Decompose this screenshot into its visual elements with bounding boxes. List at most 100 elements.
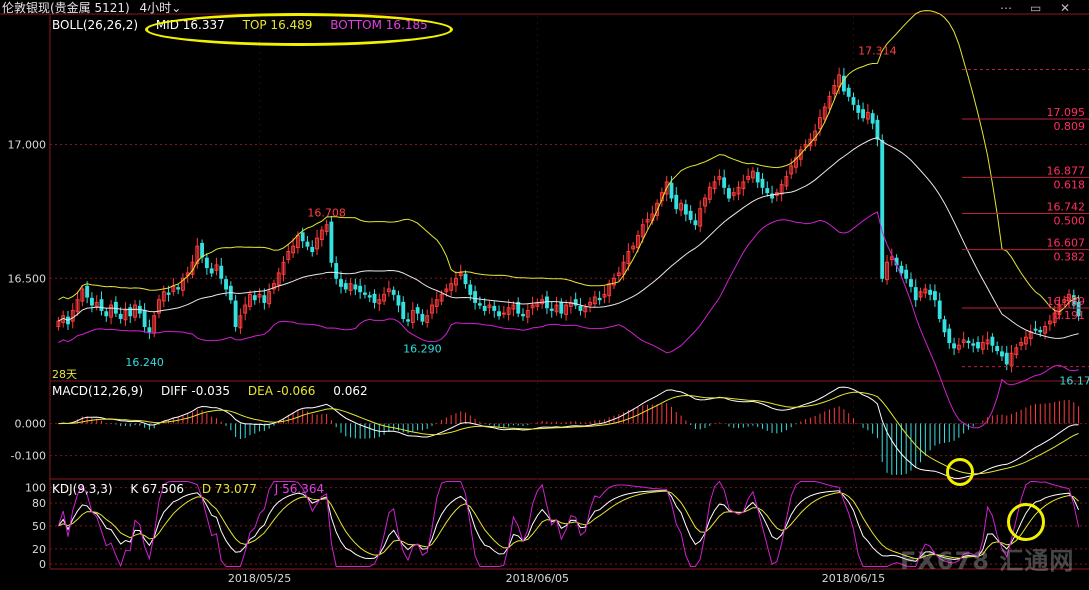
- candle-up: [410, 302, 415, 329]
- candle-up: [712, 175, 717, 194]
- candle-body: [501, 312, 506, 315]
- candle-body: [976, 342, 980, 349]
- candle-up: [434, 291, 439, 314]
- candle-body: [305, 241, 310, 247]
- candle-up: [530, 296, 535, 315]
- candle-body: [1019, 342, 1024, 346]
- candle-up: [109, 299, 114, 325]
- candle-body: [343, 283, 348, 290]
- candle-body: [846, 87, 851, 97]
- candle-body: [238, 315, 243, 329]
- candle-body: [1004, 352, 1009, 365]
- candle-down: [200, 239, 205, 264]
- candle-down: [219, 257, 224, 285]
- candle-up: [798, 145, 803, 167]
- candle-body: [487, 304, 492, 309]
- candle-body: [564, 304, 569, 315]
- candles-group: [56, 67, 1081, 373]
- period-selector[interactable]: 4小时⌄: [140, 1, 182, 15]
- candle-body: [904, 269, 909, 279]
- candle-down: [765, 181, 770, 197]
- candle-down: [846, 84, 851, 102]
- candle-body: [243, 304, 248, 314]
- candle-up: [123, 302, 128, 326]
- candle-down: [995, 341, 1000, 355]
- candle-body: [372, 293, 377, 303]
- kdj-label[interactable]: KDJ(9,3,3): [52, 482, 113, 496]
- candle-up: [698, 200, 703, 233]
- boll-label[interactable]: BOLL(26,26,2): [52, 18, 139, 32]
- period-label: 4小时: [139, 1, 172, 15]
- candle-body: [142, 309, 147, 327]
- candle-body: [770, 193, 774, 199]
- candle-up: [180, 273, 185, 297]
- candle-body: [118, 313, 123, 319]
- candle-body: [449, 283, 454, 291]
- kdj-k: K 67.506: [130, 482, 185, 496]
- candle-up: [717, 169, 722, 186]
- candle-body: [875, 119, 880, 140]
- candle-body: [281, 261, 286, 275]
- candle-down: [233, 294, 238, 332]
- candle-body: [990, 336, 995, 346]
- candle-body: [616, 272, 621, 277]
- candle-body: [794, 157, 798, 168]
- candle-down: [909, 272, 913, 293]
- candle-down: [990, 333, 995, 353]
- menu-icon[interactable]: ⋯: [1000, 1, 1012, 15]
- candle-up: [607, 279, 612, 303]
- macd-label[interactable]: MACD(12,26,9): [52, 384, 144, 398]
- macd-value: 0.062: [333, 384, 368, 398]
- candle-body: [262, 295, 267, 303]
- candle-body: [703, 197, 707, 207]
- candle-body: [655, 202, 660, 216]
- candle-body: [171, 285, 176, 293]
- candle-down: [104, 307, 109, 322]
- candle-down: [770, 185, 774, 204]
- candle-down: [147, 319, 152, 340]
- candle-down: [755, 167, 760, 189]
- candle-up: [267, 283, 272, 308]
- candle-down: [406, 312, 410, 327]
- candle-body: [286, 251, 291, 261]
- candle-up: [291, 237, 296, 258]
- candle-down: [463, 270, 468, 289]
- candle-body: [942, 319, 947, 333]
- candle-body: [1047, 320, 1052, 325]
- candle-body: [525, 309, 530, 318]
- candle-up: [736, 181, 741, 201]
- candle-body: [760, 178, 765, 188]
- candle-up: [190, 255, 195, 279]
- candle-body: [482, 305, 487, 311]
- close-icon[interactable]: ✕: [1060, 1, 1071, 15]
- fib-price-label: 17.095: [1047, 106, 1086, 119]
- candle-body: [1043, 325, 1048, 334]
- candle-body: [410, 309, 415, 323]
- candle-up: [592, 290, 597, 308]
- candle-body: [516, 301, 521, 314]
- candle-up: [133, 299, 137, 322]
- candle-body: [70, 309, 75, 322]
- candle-up: [171, 278, 176, 296]
- candle-up: [1067, 289, 1071, 309]
- candle-up: [813, 123, 818, 147]
- restore-icon[interactable]: ▭: [1030, 1, 1042, 15]
- candle-body: [961, 339, 966, 344]
- candle-up: [80, 284, 85, 307]
- candle-up: [348, 278, 353, 296]
- price-annotation: 16.290: [403, 343, 442, 356]
- candle-down: [760, 173, 765, 195]
- candle-body: [559, 301, 564, 314]
- candle-up: [248, 290, 252, 311]
- candle-up: [703, 193, 707, 214]
- candle-down: [1000, 345, 1004, 361]
- candle-up: [784, 170, 789, 190]
- candle-up: [616, 266, 621, 281]
- candle-body: [334, 263, 339, 279]
- candle-down: [252, 290, 257, 305]
- watermark: FX678 汇通网: [900, 547, 1075, 575]
- candle-body: [731, 192, 736, 196]
- kdj-y-tick: 50: [32, 520, 46, 533]
